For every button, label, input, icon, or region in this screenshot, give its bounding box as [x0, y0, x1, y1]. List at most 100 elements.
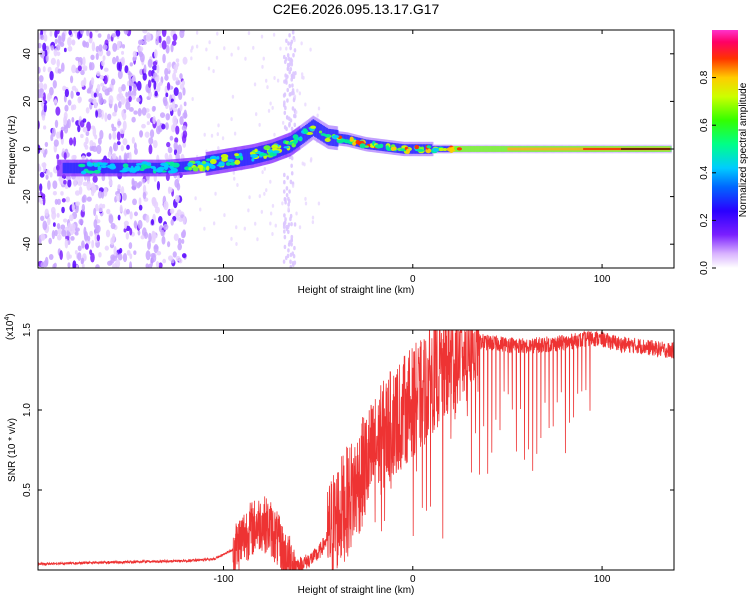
faint-blob [269, 179, 272, 184]
ridge-hotspot [271, 144, 279, 150]
y-tick-label: 1.5 [22, 323, 33, 337]
y-tick-label: -20 [22, 189, 33, 204]
ridge-core [257, 146, 260, 163]
noise-blob [177, 237, 182, 245]
band-blob [284, 105, 287, 111]
noise-blob [152, 234, 158, 239]
band-blob [282, 54, 286, 60]
band-blob [289, 179, 293, 185]
faint-blob [254, 112, 258, 117]
noise-blob [174, 137, 179, 144]
faint-blob [217, 123, 220, 128]
noise-blob [108, 179, 113, 187]
noise-blob [130, 95, 136, 100]
band-blob [287, 196, 290, 202]
noise-blob [53, 48, 58, 57]
noise-blob [85, 107, 90, 114]
noise-blob [129, 261, 133, 268]
noise-blob [117, 184, 122, 190]
noise-blob [67, 262, 71, 268]
noise-blob [77, 125, 81, 133]
noise-blob [146, 121, 150, 126]
noise-blob [60, 129, 64, 140]
ridge-hotspot [122, 163, 129, 168]
noise-blob [92, 175, 98, 183]
noise-blob [158, 262, 163, 268]
noise-blob [148, 232, 152, 243]
noise-blob [82, 56, 86, 66]
ridge-hotspot [188, 167, 193, 171]
noise-blob [131, 177, 135, 187]
noise-blob [38, 82, 44, 90]
spectrogram-y-label: Frequency (Hz) [7, 116, 18, 185]
noise-blob [81, 263, 85, 268]
x-tick-label: -100 [213, 574, 233, 585]
faint-blob [311, 220, 315, 225]
noise-blob [56, 131, 60, 139]
band-blob [283, 244, 287, 250]
faint-blob [269, 211, 273, 216]
noise-blob [64, 104, 69, 112]
ridge-hotspot [292, 134, 299, 140]
ridge-core [64, 162, 66, 174]
noise-blob [61, 198, 66, 203]
ridge-hotspot [438, 147, 445, 152]
band-blob [288, 69, 292, 75]
spectrogram-x-label: Height of straight line (km) [298, 285, 415, 296]
band-blob [292, 53, 295, 58]
band-blob [283, 100, 286, 105]
noise-blob [126, 144, 130, 150]
noise-blob [161, 30, 167, 38]
noise-blob [74, 190, 80, 196]
ridge-core [67, 162, 69, 174]
noise-blob [111, 152, 117, 160]
faint-blob [258, 194, 262, 199]
ridge-hotspot [221, 157, 228, 162]
noise-blob [38, 75, 44, 83]
faint-blob [195, 30, 199, 35]
ridge-core [235, 150, 238, 168]
noise-blob [156, 181, 161, 191]
band-blob [290, 221, 293, 227]
noise-blob [47, 66, 52, 73]
ridge-hotspot [167, 170, 176, 174]
noise-blob [179, 116, 184, 126]
band-blob [283, 79, 286, 84]
noise-blob [153, 80, 157, 90]
y-tick-label: 0 [22, 146, 33, 152]
noise-blob [182, 216, 186, 225]
ridge-hotspot [355, 139, 361, 145]
band-blob [282, 189, 286, 194]
noise-blob [174, 178, 180, 188]
noise-blob [40, 233, 46, 240]
noise-blob [50, 57, 56, 66]
noise-blob [80, 69, 85, 76]
noise-blob [127, 70, 131, 76]
noise-blob [161, 40, 167, 50]
faint-blob [298, 91, 302, 96]
noise-blob [90, 145, 95, 152]
y-tick-label: 20 [22, 95, 33, 107]
faint-blob [304, 201, 308, 206]
ridge-hotspot [364, 145, 369, 148]
colorbar-ticks: 0.0 0.2 0.4 0.6 0.8 [699, 70, 716, 275]
noise-blob [59, 250, 63, 261]
noise-blob [110, 256, 115, 264]
noise-blob [48, 253, 54, 260]
ridge-hotspot [225, 162, 231, 166]
band-blob [286, 74, 289, 79]
noise-blob [104, 245, 109, 251]
noise-blob [63, 180, 67, 185]
faint-blob [317, 201, 321, 206]
band-blob [290, 171, 294, 176]
noise-blob [63, 47, 67, 53]
noise-blob [168, 61, 172, 68]
noise-blob [88, 37, 93, 44]
colorbar-tick-label: 0.0 [699, 261, 710, 275]
ridge-core [105, 162, 107, 174]
noise-blob [181, 125, 187, 131]
faint-blob [231, 94, 235, 99]
ridge-hotspot [97, 166, 102, 171]
noise-blob [160, 229, 165, 237]
noise-blob [128, 151, 132, 162]
